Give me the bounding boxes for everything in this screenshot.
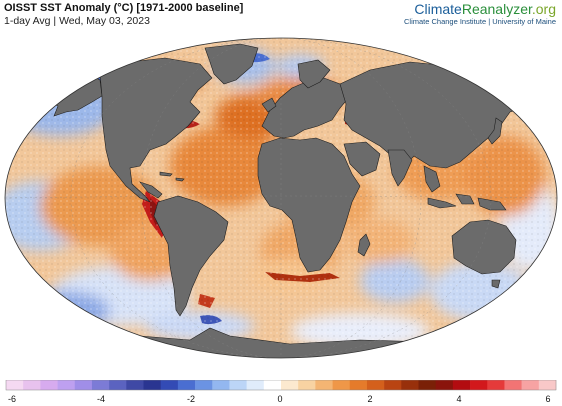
land-europe <box>261 77 351 139</box>
colorbar-bin <box>504 380 522 390</box>
land-scandinavia <box>297 59 331 89</box>
colorbar-bin <box>452 380 471 390</box>
colorbar-tick: 2 <box>367 394 373 404</box>
colorbar-bin <box>487 380 505 390</box>
land-india <box>387 149 413 187</box>
land-central-america <box>139 181 163 199</box>
colorbar-tick: 4 <box>456 394 462 404</box>
colorbar-bin <box>349 380 368 390</box>
land-new-zealand <box>533 269 549 293</box>
land-arabia <box>343 141 381 177</box>
colorbar-tick: 0 <box>277 394 283 404</box>
land-greenland <box>204 43 259 85</box>
land-north-america <box>99 57 213 203</box>
colorbar-bin <box>177 380 196 390</box>
colorbar-bin <box>246 380 265 390</box>
colorbar-bin <box>281 380 299 390</box>
colorbar-bin <box>23 380 41 390</box>
colorbar-bin <box>143 380 161 390</box>
brand-name: ClimateReanalyzer.org <box>414 1 556 17</box>
colorbar-bin <box>298 380 316 390</box>
colorbar <box>5 380 557 391</box>
colorbar-bin <box>332 380 351 390</box>
colorbar-bin <box>57 380 76 390</box>
colorbar-bin <box>418 380 436 390</box>
land-australia <box>451 219 517 275</box>
graticule <box>5 38 557 358</box>
map-subtitle: 1-day Avg | Wed, May 03, 2023 <box>4 15 150 27</box>
colorbar-bin <box>74 380 93 390</box>
colorbar-bin <box>40 380 58 390</box>
sst-anomaly-map[interactable] <box>0 26 562 378</box>
colorbar-bin <box>401 380 419 390</box>
colorbar-bin <box>315 380 333 390</box>
colorbar-bin <box>160 380 179 390</box>
brand-tagline: Climate Change Institute | University of… <box>403 17 556 26</box>
land-africa <box>257 137 361 273</box>
colorbar-bin <box>229 380 247 390</box>
colorbar-bin <box>109 380 127 390</box>
colorbar-tick: -2 <box>186 394 196 404</box>
land-south-america <box>153 195 229 317</box>
colorbar-bin <box>366 380 385 390</box>
colorbar-bin <box>470 380 488 390</box>
brand-logo[interactable]: ClimateReanalyzer.org Climate Change Ins… <box>404 1 556 26</box>
colorbar-bin <box>91 380 110 390</box>
colorbar-bin <box>126 380 144 390</box>
colorbar-bin <box>195 380 213 390</box>
colorbar-bin <box>384 380 402 390</box>
colorbar-bin <box>538 380 557 390</box>
globe-outline <box>4 37 558 359</box>
land-japan <box>487 117 503 145</box>
colorbar-bin <box>521 380 540 390</box>
colorbar-bin <box>435 380 454 390</box>
colorbar-tick: 6 <box>545 394 551 404</box>
land-madagascar <box>357 233 371 257</box>
colorbar-tick: -4 <box>96 394 106 404</box>
colorbar-bin <box>6 380 24 390</box>
map-title: OISST SST Anomaly (°C) [1971-2000 baseli… <box>4 2 244 14</box>
colorbar-bin <box>263 380 282 390</box>
colorbar-bin <box>212 380 230 390</box>
colorbar-outline <box>5 380 557 391</box>
colorbar-tick: -6 <box>7 394 17 404</box>
